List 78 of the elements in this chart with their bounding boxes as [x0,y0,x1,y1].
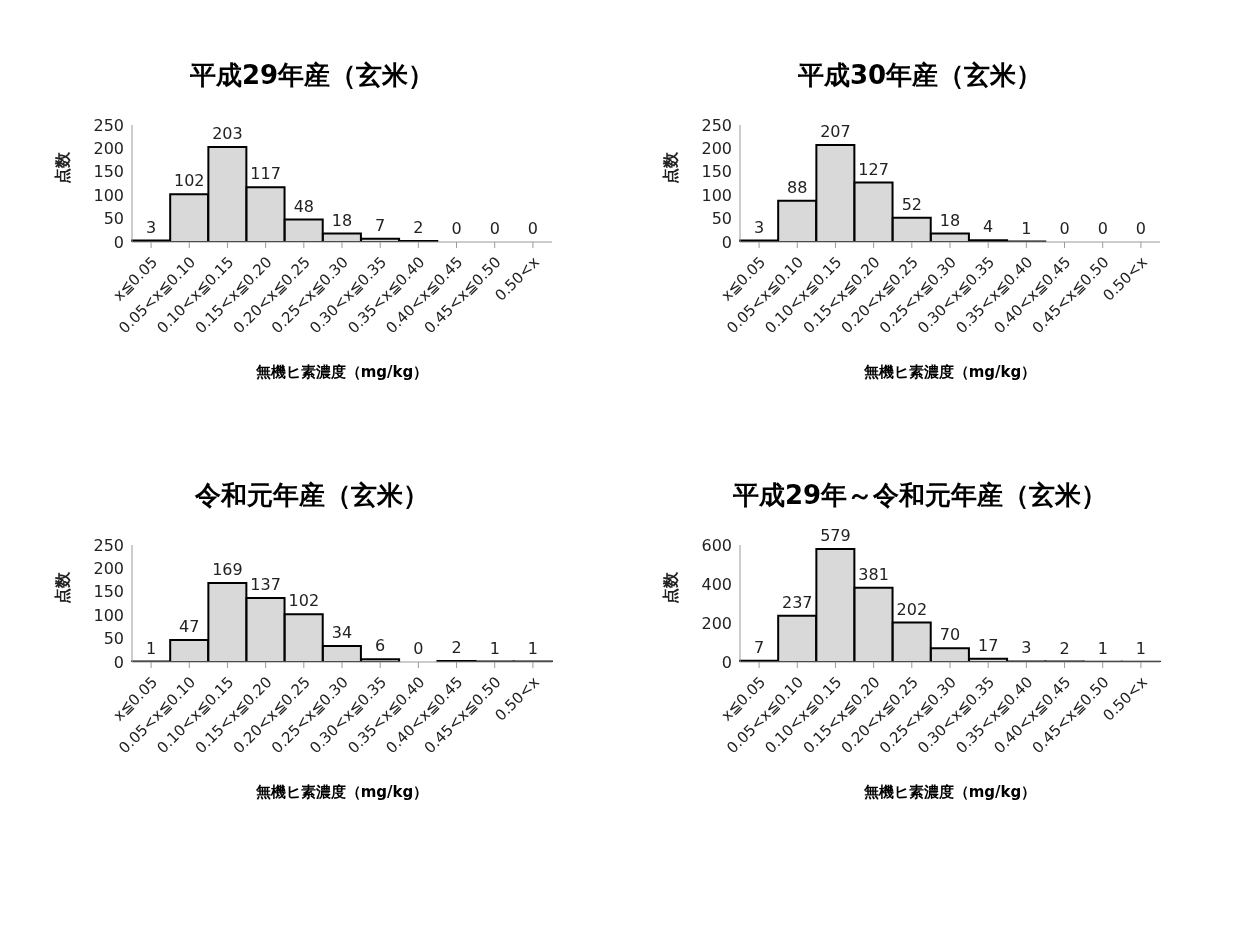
data-label: 169 [212,559,243,579]
data-label: 127 [858,159,889,179]
data-label: 102 [288,591,320,611]
y-tick-label: 100 [701,185,732,205]
y-tick-label: 50 [103,629,124,649]
data-label: 34 [331,623,353,643]
y-tick-label: 100 [93,185,124,205]
data-label: 0 [489,219,500,238]
data-label: 3 [1021,638,1032,658]
y-tick-label: 200 [701,139,732,159]
data-label: 117 [250,164,281,184]
chart-title: 平成29年～令和元年産（玄米） [732,479,1108,512]
data-label: 17 [978,635,999,655]
data-label: 1 [489,638,500,658]
y-tick-label: 600 [701,535,732,555]
y-tick-label: 50 [711,209,732,229]
y-tick-label: 200 [701,613,732,633]
y-tick-label: 200 [93,139,124,159]
y-axis-title: 点数 [660,150,680,184]
data-label: 0 [451,219,462,238]
y-tick-label: 250 [93,535,124,555]
data-label: 579 [820,526,851,546]
y-tick-label: 400 [701,574,732,594]
chart-title: 平成29年産（玄米） [189,59,435,92]
x-axis-title: 無機ヒ素濃度（mg/kg） [254,783,429,802]
data-label: 18 [939,210,961,230]
y-tick-label: 150 [701,162,732,182]
data-label: 18 [331,210,353,230]
data-label: 203 [212,124,243,143]
y-axis-title: 点数 [52,150,72,184]
y-tick-label: 0 [113,232,124,252]
y-tick-label: 100 [93,605,124,625]
data-label: 207 [820,122,851,142]
x-axis-title: 無機ヒ素濃度（mg/kg） [254,363,429,382]
y-tick-label: 150 [93,582,124,602]
data-label: 0 [1135,219,1146,238]
y-tick-label: 0 [113,652,124,672]
y-tick-label: 150 [93,162,124,182]
y-axis-title: 点数 [660,570,680,604]
data-label: 1 [146,638,157,658]
y-tick-label: 50 [103,209,124,229]
data-label: 7 [754,637,765,657]
data-label: 2 [413,218,424,238]
data-label: 70 [939,625,961,645]
data-label: 237 [782,592,813,612]
y-tick-label: 200 [93,559,124,579]
data-label: 1 [1097,638,1108,658]
data-label: 202 [896,599,928,619]
data-label: 3 [754,217,765,237]
chart-title: 令和元年産（玄米） [195,479,429,512]
data-label: 1 [527,638,538,658]
y-tick-label: 0 [721,652,732,672]
y-tick-label: 250 [701,115,732,135]
data-label: 1 [1021,218,1032,238]
data-label: 0 [1059,219,1070,238]
data-label: 7 [375,215,386,235]
data-label: 381 [858,564,889,584]
data-label: 4 [983,217,994,237]
data-label: 0 [1097,219,1108,238]
data-label: 1 [1135,638,1146,658]
data-label: 6 [375,636,386,656]
data-label: 0 [527,219,538,238]
data-label: 3 [146,217,157,237]
data-label: 48 [293,196,314,216]
y-tick-label: 250 [93,115,124,135]
data-label: 2 [451,638,462,658]
data-label: 52 [901,194,922,214]
data-label: 102 [174,171,205,191]
x-axis-title: 無機ヒ素濃度（mg/kg） [862,783,1037,802]
data-label: 88 [787,177,808,197]
data-label: 47 [179,617,200,636]
data-label: 0 [413,639,424,658]
data-label: 2 [1059,638,1070,658]
data-label: 137 [250,574,281,594]
chart-title: 平成30年産（玄米） [797,59,1043,92]
y-axis-title: 点数 [52,570,72,604]
x-axis-title: 無機ヒ素濃度（mg/kg） [862,363,1037,382]
y-tick-label: 0 [721,232,732,252]
